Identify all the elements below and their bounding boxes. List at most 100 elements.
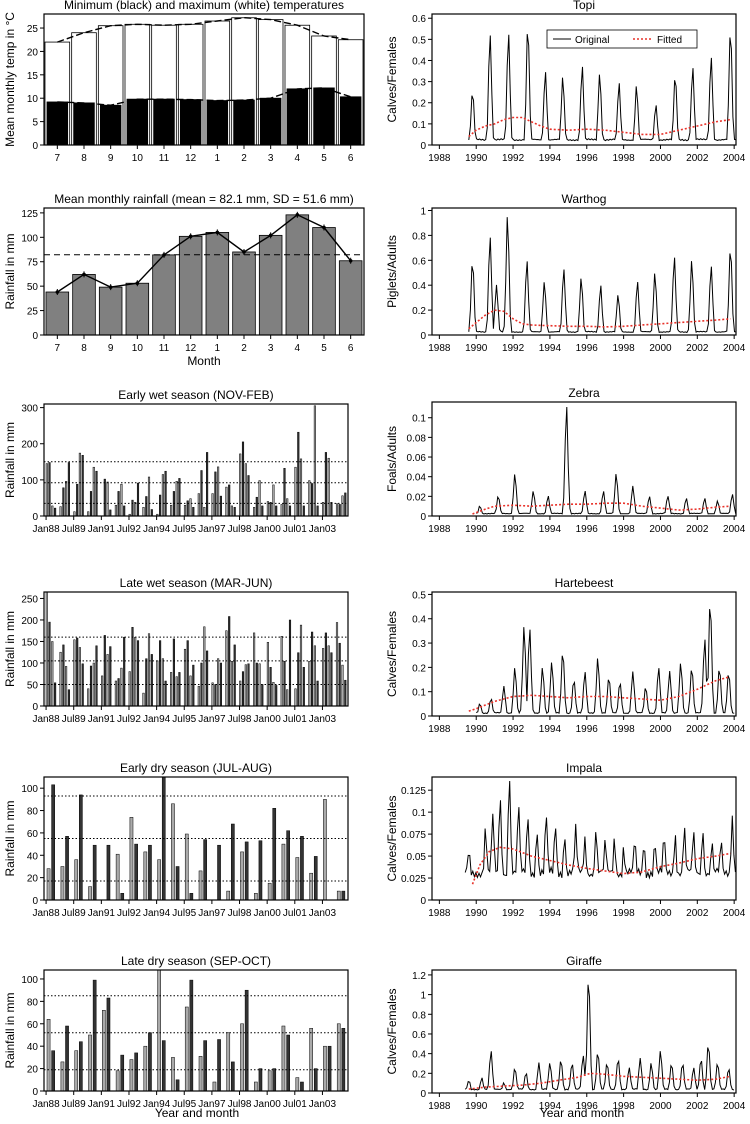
original-series-line (464, 984, 735, 1091)
x-tick-label: 1 (215, 153, 221, 164)
rainfall-bar (161, 474, 164, 517)
rainfall-bar (60, 1061, 65, 1092)
panel-title: Mean monthly rainfall (mean = 82.1 mm, S… (54, 192, 353, 206)
x-tick-label: 4 (295, 153, 301, 164)
panel-late_dry: Late dry season (SEP-OCT) Rainfall in mm 0… (3, 954, 349, 1110)
rainfall-bar (125, 282, 150, 336)
rainfall-bar (62, 487, 65, 517)
rainfall-bar (226, 890, 231, 901)
rainfall-bar (254, 1081, 258, 1092)
x-tick-label: 1998 (612, 724, 635, 735)
panel-rainfall: Mean monthly rainfall (mean = 82.1 mm, S… (3, 192, 365, 368)
x-tick-label: 1988 (428, 153, 451, 164)
rainfall-bar (323, 1045, 327, 1092)
y-tick-label: 80 (27, 997, 39, 1008)
rainfall-bar (103, 478, 106, 517)
rainfall-bar (297, 431, 300, 517)
rainfall-bar (148, 1032, 152, 1092)
rainfall-bar (164, 470, 167, 517)
rainfall-bar (189, 675, 192, 707)
min-temp-bar (99, 104, 122, 146)
rainfall-point (215, 230, 220, 235)
x-tick-label: Jul98 (228, 714, 252, 725)
rainfall-bar (143, 851, 148, 901)
rainfall-bar (175, 481, 178, 517)
x-tick-label: 1998 (612, 343, 635, 354)
rainfall-bar (129, 1059, 134, 1092)
rainfall-bar (45, 463, 48, 517)
x-tick-label: Jul92 (117, 908, 141, 919)
x-tick-label: 1994 (539, 343, 562, 354)
x-tick-label: 2004 (723, 724, 746, 735)
rainfall-bar (142, 507, 145, 517)
y-tick-label: 200 (21, 616, 38, 627)
fitted-series-line (471, 846, 731, 885)
rainfall-bar (297, 652, 300, 707)
y-axis-label: Calves/Females (385, 36, 399, 122)
rainfall-bar (288, 619, 292, 707)
y-tick-label: 0.3 (412, 78, 426, 89)
plot-border (43, 969, 349, 1092)
rainfall-bar (65, 666, 68, 707)
y-axis-label: Calves/Females (385, 795, 399, 881)
y-tick-label: 0.4 (412, 615, 426, 626)
x-tick-label: 8 (81, 153, 87, 164)
panel-title: Early dry season (JUL-AUG) (120, 761, 272, 775)
x-tick-label: Jan00 (254, 524, 282, 535)
rainfall-bar (267, 882, 272, 901)
legend-box (546, 29, 698, 49)
rainfall-bar (142, 692, 145, 707)
rainfall-bar (203, 1040, 207, 1092)
rainfall-bar (253, 507, 256, 517)
plot-border (431, 591, 737, 717)
rainfall-bar (51, 641, 54, 707)
y-axis-label: Rainfall in mm (3, 422, 17, 498)
x-tick-label: 3 (268, 153, 274, 164)
rainfall-bar (192, 507, 195, 517)
y-tick-label: 0 (420, 512, 426, 523)
rainfall-bar (189, 498, 192, 517)
rainfall-bar (316, 505, 319, 517)
rainfall-bar (54, 507, 57, 517)
x-tick-label: Jan03 (309, 908, 337, 919)
rainfall-bar (136, 482, 140, 517)
rainfall-bar (150, 509, 153, 517)
x-tick-label: Jul95 (172, 714, 196, 725)
rainfall-bar (232, 251, 256, 336)
rainfall-bar (115, 1070, 120, 1092)
rainfall-bar (175, 1079, 180, 1092)
x-tick-label: 1994 (539, 1101, 562, 1112)
rainfall-bar (134, 843, 138, 901)
y-tick-label: 0.075 (401, 830, 426, 841)
x-tick-label: 10 (132, 343, 144, 354)
rainfall-bar (309, 1028, 313, 1092)
rainfall-bar (206, 452, 209, 517)
rainfall-bar (341, 1028, 346, 1092)
original-series-line (464, 780, 736, 880)
rainfall-bar (59, 651, 62, 707)
panel-hartebeest: Hartebeest Calves/Females 0 0.1 0.2 0.3 0.4 0.5… (385, 576, 746, 735)
rainfall-point (268, 233, 273, 238)
rainfall-bar (294, 688, 297, 707)
x-tick-label: 2004 (723, 908, 746, 919)
panel-temp: Minimum (black) and maximum (white) temp… (3, 0, 365, 164)
y-tick-label: 0.02 (407, 492, 427, 503)
rainfall-bar (203, 507, 206, 517)
rainfall-bar (272, 808, 277, 901)
rainfall-bar (283, 661, 286, 707)
x-tick-label: 1990 (465, 343, 488, 354)
rainfall-bar (327, 645, 330, 707)
plot-border (431, 13, 737, 146)
rainfall-bar (114, 504, 117, 517)
rainfall-bar (197, 685, 200, 707)
rainfall-bar (147, 633, 151, 707)
x-tick-label: Jan97 (198, 908, 226, 919)
y-tick-label: 0 (32, 331, 38, 342)
rainfall-point (348, 258, 353, 263)
x-tick-label: 2004 (723, 153, 746, 164)
rainfall-bar (217, 658, 220, 707)
x-tick-label: 2000 (649, 908, 672, 919)
rainfall-bar (281, 1025, 286, 1092)
rainfall-bar (150, 654, 153, 707)
rainfall-bar (205, 232, 230, 336)
